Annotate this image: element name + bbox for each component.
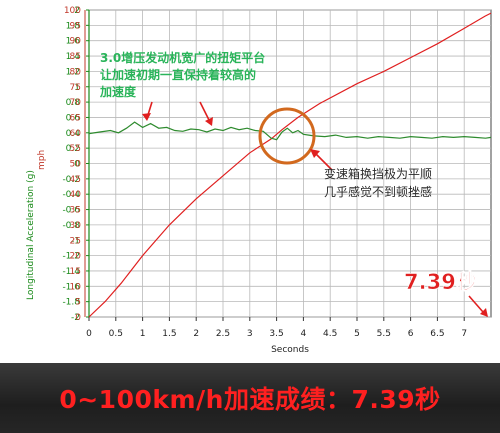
left-tick-label: -0.6 <box>62 206 80 216</box>
x-tick-label: 0.5 <box>109 329 123 339</box>
left-tick-label: 1.6 <box>66 37 81 47</box>
shift-arrow-head <box>310 149 320 158</box>
right-tick-label: 65 <box>70 113 81 123</box>
left-tick-label: 0.8 <box>66 98 81 108</box>
right-tick-label: 85 <box>70 52 81 62</box>
right-tick-label: 0 <box>75 313 81 323</box>
right-tick-label: 45 <box>70 175 81 185</box>
x-tick-label: 2 <box>193 329 199 339</box>
left-axis-label: Longitudinal Acceleration (g) <box>26 170 36 300</box>
left-axis-ticks: 2 1.8 1.6 1.4 1.2 1 0.8 0.6 0.4 0.2 0 -0.2 -0.4 -0.6 -… <box>62 6 89 323</box>
x-tick-label: 2.5 <box>216 329 230 339</box>
right-tick-label: 90 <box>70 37 82 47</box>
left-tick-label: 0.4 <box>66 129 81 139</box>
series-layer <box>88 12 492 318</box>
acceleration-chart: 2 1.8 1.6 1.4 1.2 1 0.8 0.6 0.4 0.2 0 -0.2 -0.4 -0.6 -… <box>26 6 492 355</box>
time-callout: 7.39秒 <box>404 270 477 294</box>
left-tick-label: -1.6 <box>62 282 80 292</box>
torque-note-line-3: 加速度 <box>99 84 137 99</box>
left-tick-label: -1.4 <box>62 267 80 277</box>
right-axis-ticks: 1009590858075706560555045403530252015105… <box>64 6 81 323</box>
left-tick-label: 0.6 <box>66 113 81 123</box>
right-tick-label: 40 <box>70 190 82 200</box>
gearbox-note-line-1: 变速箱换挡极为平顺 <box>324 166 432 181</box>
x-tick-label: 1.5 <box>162 329 176 339</box>
left-tick-label: -2 <box>71 313 80 323</box>
gearbox-note-line-2: 几乎感觉不到顿挫感 <box>324 184 432 199</box>
left-tick-label: -0.8 <box>62 221 80 231</box>
right-tick-label: 15 <box>70 267 81 277</box>
right-tick-label: 80 <box>70 67 82 77</box>
x-tick-label: 0 <box>86 329 92 339</box>
left-tick-label: 0.2 <box>66 144 80 154</box>
x-axis-label: Seconds <box>271 345 309 355</box>
torque-note-line-1: 3.0增压发动机宽广的扭矩平台 <box>100 50 265 65</box>
acceleration-series-line <box>88 121 492 141</box>
torque-arrow-left-head <box>142 113 151 121</box>
x-tick-label: 4 <box>301 329 307 339</box>
right-tick-label: 95 <box>70 21 81 31</box>
left-tick-label: -1.2 <box>62 252 80 262</box>
left-tick-label: 2 <box>74 6 80 16</box>
right-tick-label: 20 <box>70 252 82 262</box>
left-tick-label: 0 <box>74 160 80 170</box>
left-tick-label: -1 <box>71 236 80 246</box>
left-tick-label: 1.2 <box>66 67 80 77</box>
left-tick-label: -0.4 <box>62 190 80 200</box>
x-tick-label: 4.5 <box>323 329 337 339</box>
right-tick-label: 75 <box>70 83 81 93</box>
x-tick-label: 5 <box>354 329 360 339</box>
x-tick-label: 5.5 <box>377 329 391 339</box>
shift-highlight-circle <box>258 107 316 165</box>
torque-note-line-2: 让加速初期一直保持着较高的 <box>100 67 256 82</box>
x-tick-label: 3 <box>247 329 253 339</box>
speed-series-line <box>88 12 492 318</box>
left-tick-label: 1 <box>74 83 80 93</box>
right-axis-label: mph <box>37 150 47 170</box>
right-tick-label: 50 <box>70 160 82 170</box>
result-banner-text: 0~100km/h加速成绩：7.39秒 <box>59 385 441 414</box>
torque-arrow-right <box>199 101 211 123</box>
right-tick-label: 5 <box>75 298 81 308</box>
x-axis-ticks: 0 0.5 1 1.5 2 2.5 3 3.5 4 4.5 5 5.5 6 6.5 7 <box>86 317 467 339</box>
x-tick-label: 6 <box>408 329 414 339</box>
right-tick-label: 35 <box>70 206 81 216</box>
time-arrow <box>468 295 484 313</box>
x-tick-label: 6.5 <box>430 329 444 339</box>
right-tick-label: 70 <box>70 98 82 108</box>
time-arrow-head <box>480 308 488 317</box>
torque-arrow-right-head <box>205 117 213 126</box>
right-tick-label: 100 <box>64 6 81 16</box>
right-tick-label: 55 <box>70 144 81 154</box>
left-tick-label: -1.8 <box>62 298 80 308</box>
x-tick-label: 7 <box>461 329 467 339</box>
result-banner: 0~100km/h加速成绩：7.39秒 <box>0 363 500 433</box>
right-tick-label: 25 <box>70 236 81 246</box>
right-tick-label: 60 <box>70 129 82 139</box>
x-tick-label: 1 <box>140 329 146 339</box>
left-tick-label: 1.4 <box>66 52 81 62</box>
right-tick-label: 30 <box>70 221 82 231</box>
shift-arrow <box>313 151 333 171</box>
x-tick-label: 3.5 <box>269 329 283 339</box>
right-tick-label: 10 <box>70 282 82 292</box>
left-tick-label: 1.8 <box>66 21 81 31</box>
left-tick-label: -0.2 <box>62 175 80 185</box>
